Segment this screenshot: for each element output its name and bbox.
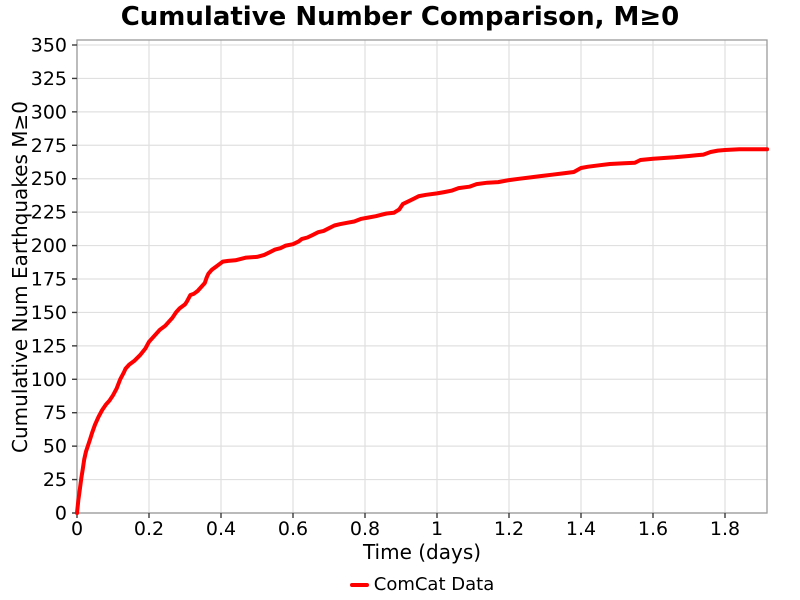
legend: ComCat Data [77, 573, 767, 597]
y-tick-label: 275 [31, 135, 67, 157]
series-line-comcat-data [75, 147, 770, 515]
x-tick-label: 0.6 [278, 518, 308, 540]
y-tick-label: 225 [31, 202, 67, 224]
x-tick-label: 1.8 [710, 518, 740, 540]
x-axis-label: Time (days) [362, 540, 482, 564]
y-tick-label: 125 [31, 335, 67, 357]
x-tick-label: 1.2 [494, 518, 524, 540]
y-tick-label: 75 [43, 402, 67, 424]
axes-spines [76, 39, 768, 514]
chart-title: Cumulative Number Comparison, M≥0 [120, 2, 680, 32]
y-tick-label: 200 [31, 235, 67, 257]
x-tick-label: 0 [71, 518, 83, 540]
y-tick-label: 25 [43, 469, 67, 491]
x-tick-label: 1.6 [638, 518, 668, 540]
legend-label: ComCat Data [373, 574, 495, 595]
y-tick-label: 0 [55, 503, 67, 525]
x-tick-label: 1.4 [566, 518, 596, 540]
x-tick-label: 0.2 [134, 518, 164, 540]
y-tick-label: 250 [31, 168, 67, 190]
x-tick-label: 1 [431, 518, 443, 540]
y-tick-label: 325 [31, 68, 67, 90]
legend-line-marker [349, 583, 369, 587]
x-tick-label: 0.8 [350, 518, 380, 540]
y-axis-label: Cumulative Num Earthquakes M≥0 [8, 101, 32, 453]
y-tick-label: 350 [31, 35, 67, 57]
y-tick-label: 300 [31, 101, 67, 123]
y-tick-label: 50 [43, 436, 67, 458]
y-tick-label: 150 [31, 302, 67, 324]
x-tick-label: 0.4 [206, 518, 236, 540]
y-tick-label: 175 [31, 269, 67, 291]
y-tick-label: 100 [31, 369, 67, 391]
